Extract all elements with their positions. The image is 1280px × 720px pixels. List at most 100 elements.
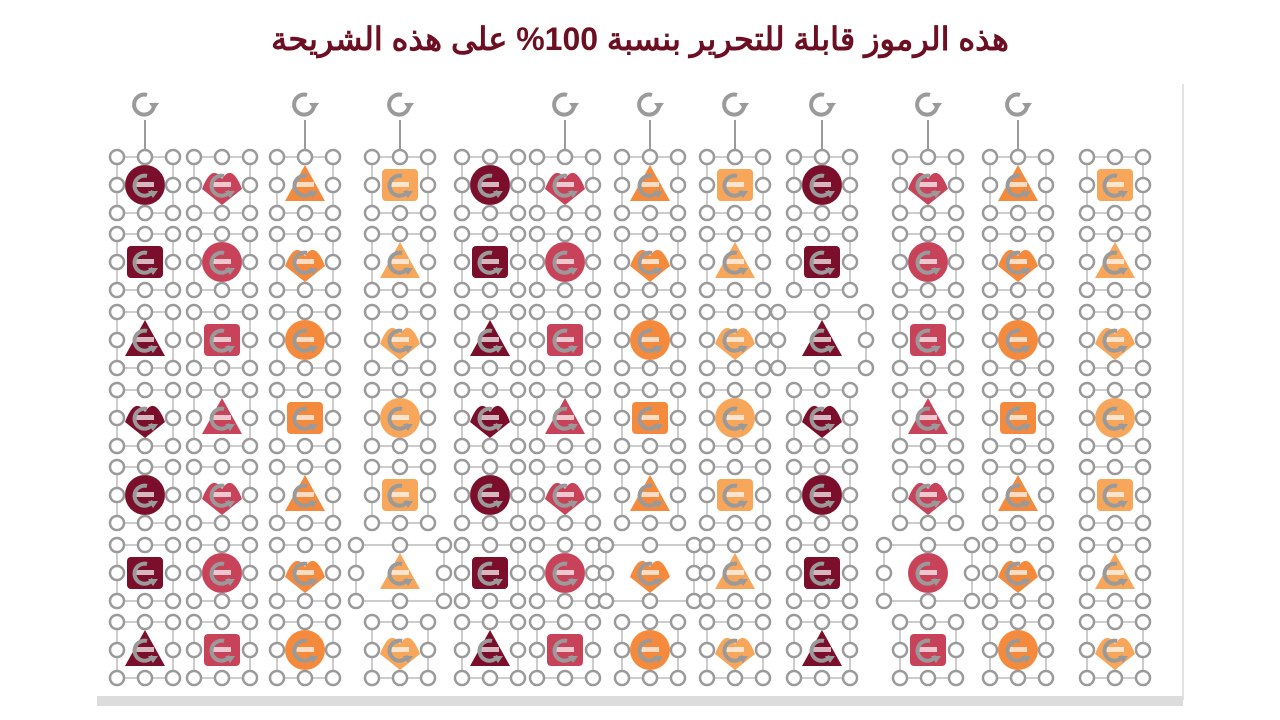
resize-handle xyxy=(363,613,381,631)
resize-handle xyxy=(947,514,965,532)
resize-handle xyxy=(1078,458,1096,476)
resize-handle xyxy=(363,253,381,271)
resize-handle xyxy=(1078,613,1096,631)
resize-handle xyxy=(108,564,126,582)
resize-handle xyxy=(754,669,772,687)
resize-handle xyxy=(669,204,687,222)
resize-handle xyxy=(453,514,471,532)
resize-handle xyxy=(391,204,409,222)
icon xyxy=(268,536,342,610)
resize-handle xyxy=(268,331,286,349)
rotate-glyph xyxy=(552,561,575,586)
resize-handle xyxy=(769,359,787,377)
resize-handle xyxy=(785,592,803,610)
resize-handle xyxy=(453,225,471,243)
resize-handle xyxy=(453,281,471,299)
resize-handle xyxy=(136,381,154,399)
resize-handle xyxy=(1037,514,1055,532)
rotate-glyph-arrow xyxy=(568,268,578,275)
icon-detail xyxy=(641,337,659,342)
resize-handle xyxy=(641,536,659,554)
rotate-glyph-arrow xyxy=(931,268,941,275)
rotate-glyph-arrow xyxy=(1021,501,1031,508)
resize-handle xyxy=(1009,514,1027,532)
resize-handle xyxy=(641,381,659,399)
resize-handle xyxy=(698,536,716,554)
rotate-glyph xyxy=(387,406,410,431)
resize-handle xyxy=(108,204,126,222)
resize-handle xyxy=(613,669,631,687)
icon xyxy=(613,303,687,377)
resize-handle xyxy=(947,225,965,243)
rotate-glyph xyxy=(915,328,938,353)
resize-handle xyxy=(584,486,602,504)
rotate-glyph-arrow xyxy=(225,656,235,663)
icon xyxy=(453,303,527,377)
resize-handle xyxy=(1009,458,1027,476)
resize-handle xyxy=(213,225,231,243)
icon xyxy=(698,148,772,222)
resize-handle xyxy=(296,458,314,476)
resize-handle xyxy=(981,253,999,271)
rotate-glyph xyxy=(132,328,155,353)
resize-handle xyxy=(1009,669,1027,687)
resize-handle xyxy=(1078,564,1096,582)
rotate-glyph-arrow xyxy=(403,579,413,586)
icon xyxy=(891,225,965,299)
resize-handle xyxy=(698,204,716,222)
resize-handle xyxy=(556,613,574,631)
rotate-glyph-arrow xyxy=(738,656,748,663)
resize-handle xyxy=(528,303,546,321)
rotate-glyph-arrow xyxy=(493,346,503,353)
resize-handle xyxy=(185,176,203,194)
resize-handle xyxy=(185,669,203,687)
rotate-glyph xyxy=(1005,638,1028,663)
icon xyxy=(1078,613,1152,687)
resize-handle xyxy=(108,281,126,299)
resize-handle xyxy=(785,148,803,166)
resize-handle xyxy=(669,458,687,476)
resize-handle xyxy=(481,303,499,321)
resize-handle xyxy=(1134,536,1152,554)
rotate-glyph xyxy=(552,250,575,275)
icon-detail xyxy=(556,337,574,342)
resize-handle xyxy=(698,641,716,659)
rotate-glyph-arrow xyxy=(403,424,413,431)
resize-handle xyxy=(1009,148,1027,166)
resize-handle xyxy=(947,253,965,271)
resize-handle xyxy=(584,148,602,166)
resize-handle xyxy=(963,536,981,554)
resize-handle xyxy=(419,458,437,476)
resize-handle xyxy=(324,253,342,271)
rotate-glyph-arrow xyxy=(931,346,941,353)
resize-handle xyxy=(1106,458,1124,476)
rotate-glyph-arrow xyxy=(148,579,158,586)
resize-handle xyxy=(947,331,965,349)
resize-handle xyxy=(981,437,999,455)
resize-handle xyxy=(241,514,259,532)
resize-handle xyxy=(641,613,659,631)
resize-handle xyxy=(1134,514,1152,532)
resize-handle xyxy=(754,225,772,243)
resize-handle xyxy=(813,225,831,243)
resize-handle xyxy=(1037,359,1055,377)
resize-handle xyxy=(613,281,631,299)
icon-detail xyxy=(391,647,409,652)
resize-handle xyxy=(1009,281,1027,299)
resize-handle xyxy=(1037,458,1055,476)
rotate-glyph xyxy=(387,173,410,198)
rotate-glyph-arrow xyxy=(653,501,663,508)
resize-handle xyxy=(324,669,342,687)
resize-handle xyxy=(891,148,909,166)
rotate-glyph xyxy=(637,561,660,586)
icon xyxy=(1078,225,1152,299)
rotate-glyph xyxy=(387,638,410,663)
resize-handle xyxy=(785,669,803,687)
rotate-glyph-arrow xyxy=(568,191,578,198)
resize-handle xyxy=(726,148,744,166)
resize-handle xyxy=(108,669,126,687)
rotate-glyph xyxy=(915,250,938,275)
icon-detail xyxy=(213,647,231,652)
